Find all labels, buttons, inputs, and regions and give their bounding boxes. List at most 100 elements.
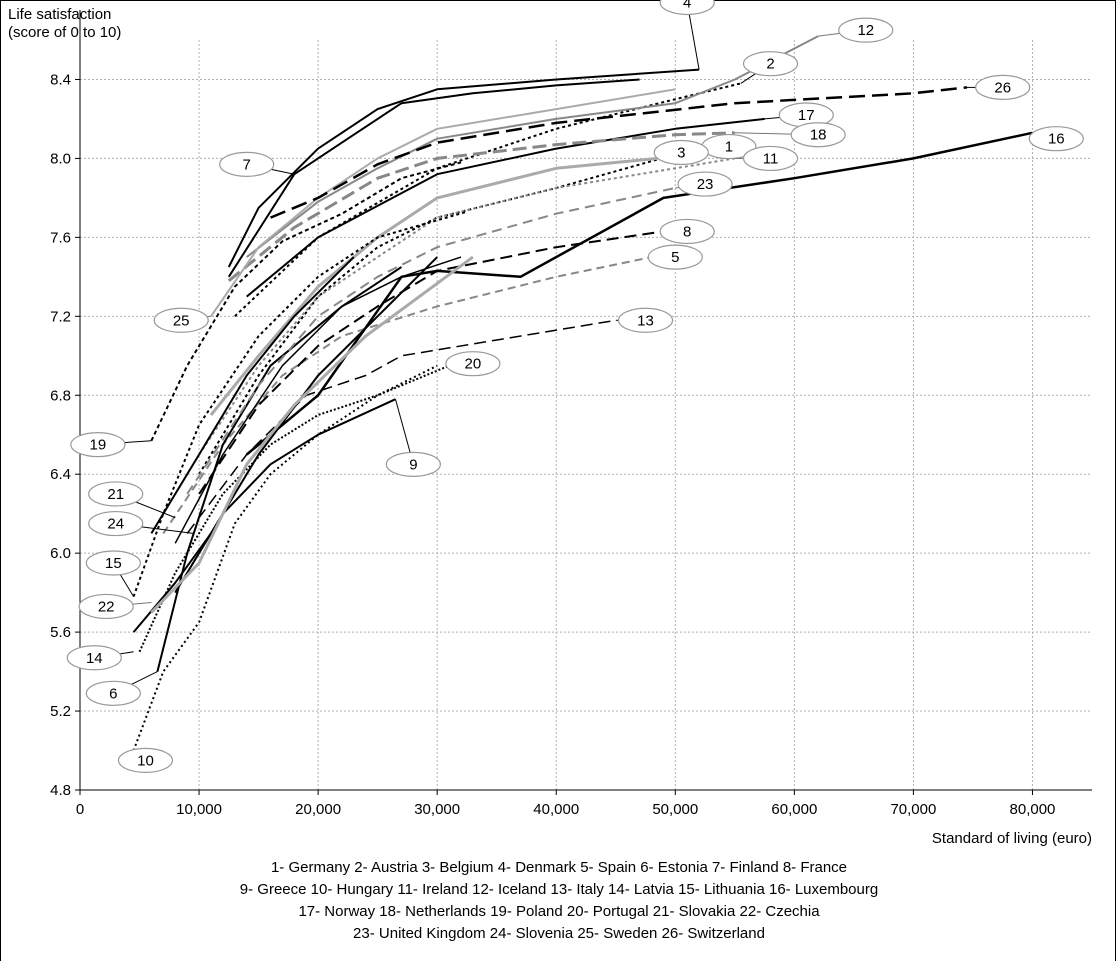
callout-label-16: 16 bbox=[1048, 131, 1065, 148]
series-line-13 bbox=[186, 319, 616, 534]
x-tick-label: 50,000 bbox=[652, 801, 698, 818]
legend-line-4: 23- United Kingdom 24- Slovenia 25- Swed… bbox=[353, 925, 765, 942]
grid-layer bbox=[80, 40, 1092, 790]
callout-leader-7 bbox=[271, 168, 295, 175]
series-line-4 bbox=[227, 68, 700, 268]
x-tick-label: 10,000 bbox=[176, 801, 222, 818]
series-line-24 bbox=[174, 256, 462, 544]
y-tick-label: 4.8 bbox=[50, 782, 71, 799]
series-line-11 bbox=[198, 157, 735, 456]
callout-leader-22 bbox=[132, 602, 152, 605]
callout-label-19: 19 bbox=[90, 437, 107, 454]
callout-bubble-7 bbox=[219, 151, 275, 177]
x-tick-label: 70,000 bbox=[890, 801, 936, 818]
series-line-16 bbox=[245, 131, 1033, 456]
callout-label-3: 3 bbox=[677, 145, 685, 162]
callout-leader-18 bbox=[734, 132, 792, 135]
callout-bubble-4 bbox=[659, 0, 715, 16]
series-layer bbox=[132, 35, 1033, 751]
callout-label-21: 21 bbox=[107, 486, 124, 503]
callout-bubble-5 bbox=[647, 244, 703, 270]
callout-label-14: 14 bbox=[86, 650, 103, 667]
callout-label-5: 5 bbox=[671, 249, 679, 266]
callout-label-25: 25 bbox=[173, 312, 190, 329]
callout-bubble-25 bbox=[153, 307, 209, 333]
callout-leader-21 bbox=[135, 501, 176, 519]
series-line-10 bbox=[132, 364, 438, 751]
callout-label-26: 26 bbox=[994, 79, 1011, 96]
callout-label-10: 10 bbox=[137, 752, 154, 769]
x-tick-label: 80,000 bbox=[1010, 801, 1056, 818]
callout-label-6: 6 bbox=[109, 685, 117, 702]
series-line-17 bbox=[246, 117, 765, 298]
callout-bubble-23 bbox=[677, 171, 733, 197]
y-tick-label: 6.0 bbox=[50, 545, 71, 562]
callout-leader-19 bbox=[124, 440, 152, 444]
series-line-12 bbox=[246, 35, 819, 258]
series-line-18 bbox=[227, 131, 735, 282]
series-line-21 bbox=[150, 256, 355, 534]
callout-bubble-24 bbox=[88, 510, 144, 537]
callout-bubble-6 bbox=[85, 680, 141, 706]
legend-line-1: 1- Germany 2- Austria 3- Belgium 4- Denm… bbox=[270, 859, 848, 876]
y-tick-label: 6.8 bbox=[50, 387, 71, 404]
x-tick-label: 20,000 bbox=[295, 801, 341, 818]
callout-label-15: 15 bbox=[105, 555, 122, 572]
series-line-8 bbox=[198, 230, 664, 495]
callout-bubble-9 bbox=[385, 451, 441, 477]
callout-label-13: 13 bbox=[637, 312, 654, 329]
callout-bubble-3 bbox=[653, 139, 709, 166]
callout-label-8: 8 bbox=[683, 223, 691, 240]
callout-bubble-14 bbox=[66, 645, 122, 671]
callout-label-17: 17 bbox=[798, 107, 815, 124]
x-axis-label: Standard of living (euro) bbox=[932, 830, 1092, 847]
callout-label-7: 7 bbox=[243, 156, 251, 173]
callout-bubble-22 bbox=[78, 593, 134, 620]
callout-bubble-21 bbox=[88, 481, 144, 507]
callout-bubble-26 bbox=[975, 74, 1031, 100]
callout-bubble-8 bbox=[659, 218, 715, 245]
callout-leader-6 bbox=[131, 671, 158, 685]
series-line-26 bbox=[270, 86, 968, 219]
callout-label-20: 20 bbox=[465, 356, 482, 373]
callout-label-4: 4 bbox=[683, 0, 691, 12]
callout-layer: 1234567891011121314151617181920212223242… bbox=[66, 0, 1084, 773]
callout-label-9: 9 bbox=[409, 456, 417, 473]
callout-leader-24 bbox=[141, 526, 194, 534]
callout-bubble-18 bbox=[790, 122, 846, 148]
callout-leader-9 bbox=[395, 399, 411, 453]
x-tick-label: 60,000 bbox=[771, 801, 817, 818]
y-tick-label: 6.4 bbox=[50, 466, 71, 483]
callout-bubble-11 bbox=[742, 145, 799, 172]
callout-leader-4 bbox=[688, 14, 700, 70]
callout-bubble-20 bbox=[445, 351, 501, 377]
legend-line-2: 9- Greece 10- Hungary 11- Ireland 12- Ic… bbox=[239, 881, 879, 898]
callout-bubble-15 bbox=[85, 550, 141, 576]
series-line-22 bbox=[150, 255, 474, 614]
callout-bubble-12 bbox=[838, 17, 894, 43]
y-axis-label-line-2: (score of 0 to 10) bbox=[8, 24, 122, 41]
callout-bubble-10 bbox=[117, 747, 174, 773]
series-line-15 bbox=[132, 210, 468, 597]
axis-layer: 4.8 5.2 5.6 6.0 6.4 6.8 7.2 7.6 8.0 8.4 0 10,000 20,… bbox=[50, 10, 1092, 818]
y-tick-label: 5.6 bbox=[50, 624, 71, 641]
y-tick-label: 5.2 bbox=[50, 703, 71, 720]
callout-bubble-16 bbox=[1028, 126, 1084, 152]
callout-leader-14 bbox=[119, 651, 134, 655]
y-tick-label: 7.2 bbox=[50, 308, 71, 325]
callout-label-18: 18 bbox=[810, 127, 827, 144]
callout-label-12: 12 bbox=[857, 22, 874, 39]
callout-bubble-19 bbox=[70, 432, 126, 458]
legend-line-3: 17- Norway 18- Netherlands 19- Poland 20… bbox=[298, 903, 820, 920]
x-tick-label: 40,000 bbox=[533, 801, 579, 818]
callout-label-1: 1 bbox=[725, 139, 733, 156]
y-axis-label-line-1: Life satisfaction bbox=[8, 6, 112, 23]
series-line-14 bbox=[132, 256, 438, 633]
callout-label-2: 2 bbox=[766, 56, 774, 73]
y-tick-label: 8.4 bbox=[50, 71, 71, 88]
series-line-19 bbox=[150, 161, 462, 442]
callout-label-11: 11 bbox=[763, 150, 779, 167]
series-line-9 bbox=[174, 398, 396, 594]
